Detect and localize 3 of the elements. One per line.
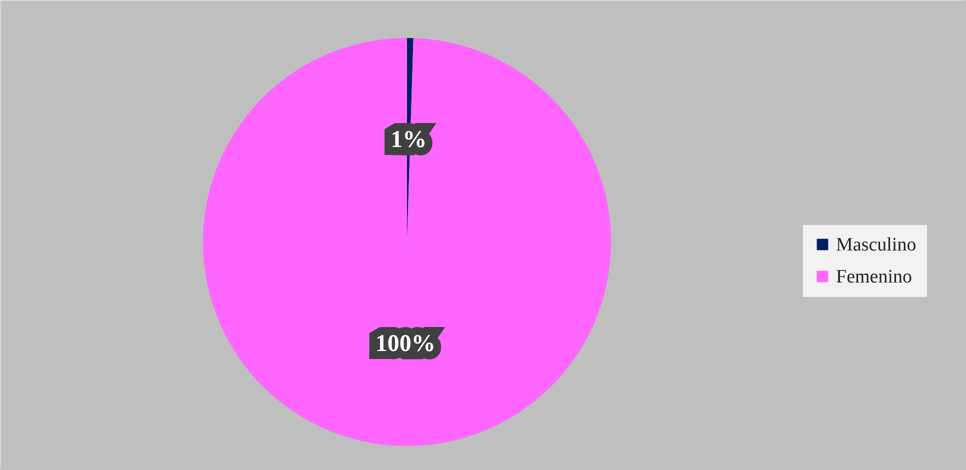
legend-label: Masculino — [836, 234, 916, 256]
legend-label: Femenino — [836, 266, 912, 288]
pie-slice — [203, 38, 611, 446]
